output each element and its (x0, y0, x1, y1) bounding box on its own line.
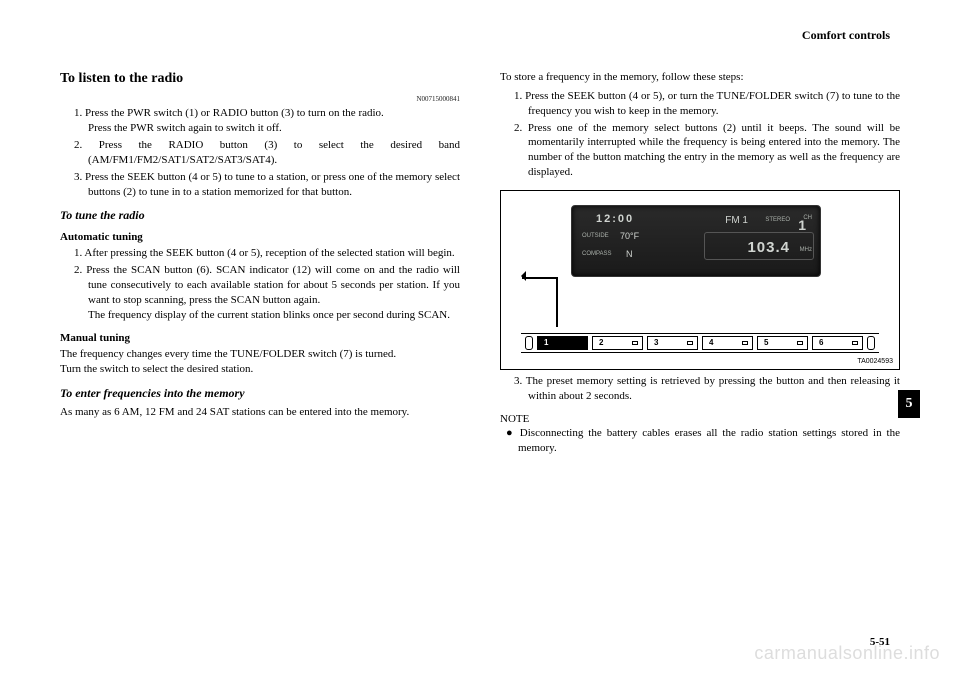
radio-figure: 12:00 FM 1 STEREO CH OUTSIDE 70°F COMPAS… (500, 190, 900, 370)
left-column: To listen to the radio N00715000841 1. P… (60, 70, 460, 456)
preset-button-1: 1 (537, 336, 588, 350)
enter-para: As many as 6 AM, 12 FM and 24 SAT statio… (60, 405, 460, 420)
watermark: carmanualsonline.info (754, 643, 940, 664)
auto-steps: 1. After pressing the SEEK button (4 or … (74, 246, 460, 322)
preset-button-2: 2 (592, 336, 643, 350)
store-steps: 1. Press the SEEK button (4 or 5), or tu… (514, 89, 900, 180)
enter-heading: To enter frequencies into the memory (60, 385, 460, 401)
display-temp: 70°F (620, 230, 639, 242)
right-column: To store a frequency in the memory, foll… (500, 70, 900, 456)
display-band: FM 1 (725, 214, 748, 228)
row-endcap (525, 336, 533, 350)
list-item: 2. Press one of the memory select button… (514, 121, 900, 180)
header-section: Comfort controls (802, 28, 890, 43)
preset-button-6: 6 (812, 336, 863, 350)
preset-label: 3 (654, 338, 658, 349)
auto-heading: Automatic tuning (60, 230, 460, 245)
page-tab: 5 (898, 390, 920, 418)
listen-steps: 1. Press the PWR switch (1) or RADIO but… (74, 106, 460, 199)
figure-id: TA0024593 (857, 357, 893, 366)
preset-label: 2 (599, 338, 603, 349)
note-bullet: ● Disconnecting the battery cables erase… (500, 426, 900, 456)
radio-display: 12:00 FM 1 STEREO CH OUTSIDE 70°F COMPAS… (571, 205, 821, 277)
section-title: To listen to the radio (60, 70, 460, 89)
preset-label: 5 (764, 338, 768, 349)
manual-para: The frequency changes every time the TUN… (60, 347, 460, 377)
list-item: 2. Press the SCAN button (6). SCAN indic… (74, 263, 460, 322)
preset-label: 4 (709, 338, 713, 349)
tune-heading: To tune the radio (60, 207, 460, 223)
content-columns: To listen to the radio N00715000841 1. P… (60, 70, 900, 456)
display-preset: 1 (798, 216, 806, 235)
list-item: 1. Press the PWR switch (1) or RADIO but… (74, 106, 460, 136)
preset-button-row: 1 2 3 4 5 6 (521, 333, 879, 353)
note-label: NOTE (500, 412, 900, 427)
callout-line (556, 277, 558, 327)
display-compass-label: COMPASS (582, 250, 612, 258)
doc-id: N00715000841 (60, 95, 460, 104)
display-time: 12:00 (596, 212, 634, 227)
preset-button-5: 5 (757, 336, 808, 350)
preset-label: 1 (544, 338, 548, 349)
display-frequency: 103.4 (747, 238, 790, 258)
preset-button-4: 4 (702, 336, 753, 350)
display-direction: N (626, 248, 633, 260)
list-item: 2. Press the RADIO button (3) to select … (74, 138, 460, 168)
row-endcap (867, 336, 875, 350)
preset-button-3: 3 (647, 336, 698, 350)
list-item: 3. The preset memory setting is retrieve… (514, 374, 900, 404)
display-stereo: STEREO (765, 216, 790, 224)
list-item: 1. After pressing the SEEK button (4 or … (74, 246, 460, 261)
display-outside-label: OUTSIDE (582, 232, 609, 240)
step3-list: 3. The preset memory setting is retrieve… (514, 374, 900, 404)
list-item: 3. Press the SEEK button (4 or 5) to tun… (74, 170, 460, 200)
display-mhz: MHz (800, 246, 812, 254)
list-item: 1. Press the SEEK button (4 or 5), or tu… (514, 89, 900, 119)
manual-heading: Manual tuning (60, 331, 460, 346)
store-intro: To store a frequency in the memory, foll… (500, 70, 900, 85)
preset-label: 6 (819, 338, 823, 349)
